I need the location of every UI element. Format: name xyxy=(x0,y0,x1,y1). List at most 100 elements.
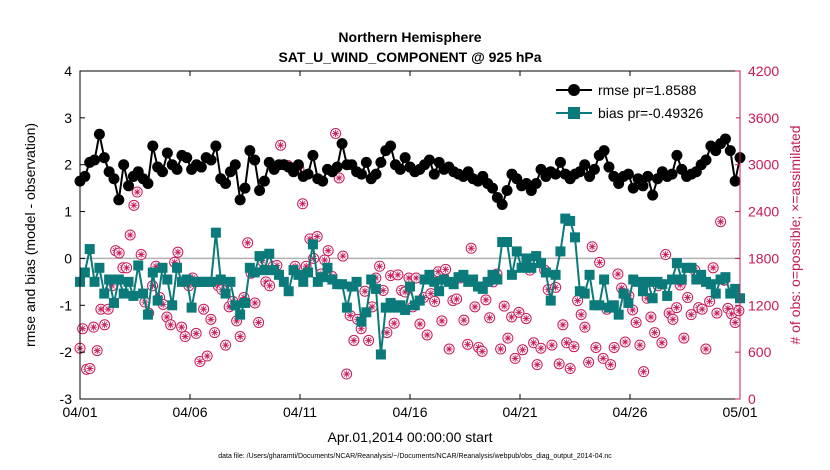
obs-point xyxy=(645,311,657,323)
obs-point xyxy=(128,199,140,211)
x-axis: 04/01 04/06 04/11 04/16 04/21 04/26 05/01 xyxy=(62,71,758,420)
bias-point xyxy=(138,288,149,299)
obs-assimilated-mark xyxy=(446,346,452,352)
obs-point xyxy=(363,334,375,346)
bias-point xyxy=(210,227,221,238)
obs-assimilated-mark xyxy=(699,306,705,312)
obs-point xyxy=(583,356,595,368)
obs-assimilated-mark xyxy=(167,322,174,328)
obs-assimilated-mark xyxy=(182,333,188,340)
obs-assimilated-mark xyxy=(552,284,559,291)
rmse-point xyxy=(487,182,498,194)
obs-point xyxy=(337,250,349,262)
obs-assimilated-mark xyxy=(607,361,614,368)
bias-point xyxy=(307,239,318,250)
bias-point xyxy=(264,248,275,259)
bias-point xyxy=(565,215,576,226)
obs-point xyxy=(586,241,598,253)
bias-series xyxy=(75,213,745,360)
obs-point xyxy=(429,295,441,307)
bias-point xyxy=(84,244,95,255)
obs-point xyxy=(124,229,136,241)
obs-point xyxy=(201,350,213,362)
x-tick-label: 04/11 xyxy=(283,404,317,420)
bias-point xyxy=(599,274,610,285)
obs-point xyxy=(348,334,360,346)
obs-assimilated-mark xyxy=(684,294,691,301)
rmse-point xyxy=(302,168,314,180)
bias-point xyxy=(317,272,328,283)
y-axis-right: 0 600 1200 1800 2400 3000 3600 4200 xyxy=(735,63,779,407)
obs-assimilated-mark xyxy=(321,257,328,263)
y-right-tick-label: 2400 xyxy=(748,204,779,220)
bias-point xyxy=(511,246,522,257)
bias-point xyxy=(657,279,668,290)
obs-point xyxy=(682,291,694,303)
bias-point xyxy=(594,300,605,311)
obs-assimilated-mark xyxy=(340,253,346,259)
obs-assimilated-mark xyxy=(516,309,522,316)
bias-point xyxy=(405,281,415,292)
obs-point xyxy=(88,321,100,333)
obs-point xyxy=(630,316,642,328)
y-tick-label: 0 xyxy=(64,250,72,266)
legend-rmse-marker xyxy=(568,84,580,96)
rmse-point xyxy=(331,161,343,173)
rmse-point xyxy=(98,152,110,164)
obs-point xyxy=(135,249,147,261)
obs-point xyxy=(729,316,741,328)
obs-assimilated-mark xyxy=(178,324,185,330)
obs-point xyxy=(440,263,452,275)
bias-point xyxy=(637,286,648,297)
obs-assimilated-mark xyxy=(252,300,258,306)
obs-assimilated-mark xyxy=(362,288,368,295)
obs-point xyxy=(557,319,569,331)
obs-assimilated-mark xyxy=(563,339,570,346)
obs-assimilated-mark xyxy=(688,311,694,318)
obs-point xyxy=(99,319,111,331)
obs-assimilated-mark xyxy=(468,245,474,252)
rmse-point xyxy=(579,159,591,171)
obs-point xyxy=(520,313,532,325)
obs-assimilated-mark xyxy=(648,314,654,320)
obs-assimilated-mark xyxy=(336,175,342,181)
obs-point xyxy=(704,295,716,307)
obs-assimilated-mark xyxy=(549,342,555,348)
obs-assimilated-mark xyxy=(208,316,214,323)
bias-point xyxy=(356,316,367,327)
obs-assimilated-mark xyxy=(637,342,643,348)
obs-assimilated-mark xyxy=(406,275,412,281)
rmse-point xyxy=(394,163,406,175)
x-axis-label: Apr.01,2014 00:00:00 start xyxy=(327,429,492,445)
obs-point xyxy=(209,327,221,339)
obs-point xyxy=(638,366,650,378)
rmse-point xyxy=(234,194,246,206)
y-tick-label: -1 xyxy=(60,297,73,313)
obs-assimilated-mark xyxy=(596,259,603,266)
bias-point xyxy=(642,276,653,287)
rmse-point xyxy=(210,140,222,152)
bias-point xyxy=(123,276,134,287)
bias-point xyxy=(536,258,547,269)
obs-assimilated-mark xyxy=(501,303,507,309)
rmse-point xyxy=(700,154,712,166)
y-axis-label-left: rmse and bias (model - observation) xyxy=(22,123,38,347)
rmse-point xyxy=(239,182,251,194)
bias-point xyxy=(230,300,241,311)
rmse-point xyxy=(79,170,91,182)
obs-assimilated-mark xyxy=(703,346,709,352)
bias-point xyxy=(162,274,173,285)
obs-assimilated-mark xyxy=(387,272,394,279)
bias-point xyxy=(516,262,527,273)
obs-point xyxy=(322,245,334,257)
legend-bias-marker xyxy=(568,107,580,119)
bias-point xyxy=(351,276,362,287)
obs-point xyxy=(553,358,565,370)
obs-point xyxy=(388,317,400,329)
bias-point xyxy=(647,293,658,304)
bias-point xyxy=(89,276,100,287)
obs-assimilated-mark xyxy=(508,314,515,320)
y-tick-label: -3 xyxy=(60,391,73,407)
obs-assimilated-mark xyxy=(662,251,669,258)
